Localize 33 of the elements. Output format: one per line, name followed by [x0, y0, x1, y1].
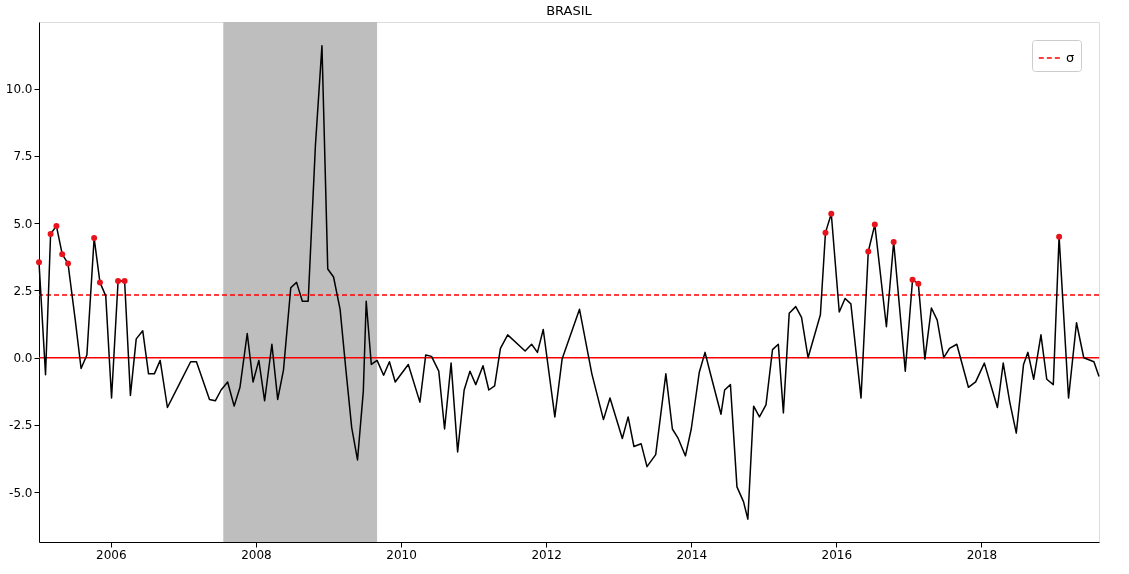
point — [47, 230, 54, 237]
y-tick-label: 7.5 — [13, 149, 33, 164]
point — [890, 239, 897, 246]
x-tick-label: 2016 — [821, 547, 853, 562]
point — [822, 229, 829, 236]
point — [59, 251, 66, 258]
x-tick-label: 2018 — [966, 547, 998, 562]
x-tick-label: 2014 — [676, 547, 708, 562]
y-tick-label: -5.0 — [9, 485, 33, 500]
y-tick-label: 0.0 — [13, 351, 33, 366]
point — [865, 248, 872, 255]
chart-title: BRASIL — [546, 3, 593, 18]
point — [65, 260, 72, 267]
y-tick-label: 5.0 — [13, 216, 33, 231]
x-tick-label: 2008 — [241, 547, 272, 562]
point — [1056, 233, 1063, 240]
x-tick-label: 2012 — [531, 547, 562, 562]
x-tick-label: 2010 — [386, 547, 417, 562]
point — [36, 259, 42, 266]
point — [915, 280, 922, 287]
point — [871, 221, 878, 228]
point — [91, 235, 98, 242]
y-tick-label: 10.0 — [5, 82, 33, 97]
y-tick-label: -2.5 — [9, 418, 33, 433]
x-tick-label: 2006 — [96, 547, 127, 562]
legend-label: σ — [1066, 50, 1075, 65]
point — [909, 276, 916, 283]
point — [53, 222, 60, 229]
point — [828, 210, 835, 217]
point — [115, 278, 122, 285]
point — [96, 279, 103, 286]
point — [121, 278, 128, 285]
y-tick-label: 2.5 — [13, 283, 33, 298]
